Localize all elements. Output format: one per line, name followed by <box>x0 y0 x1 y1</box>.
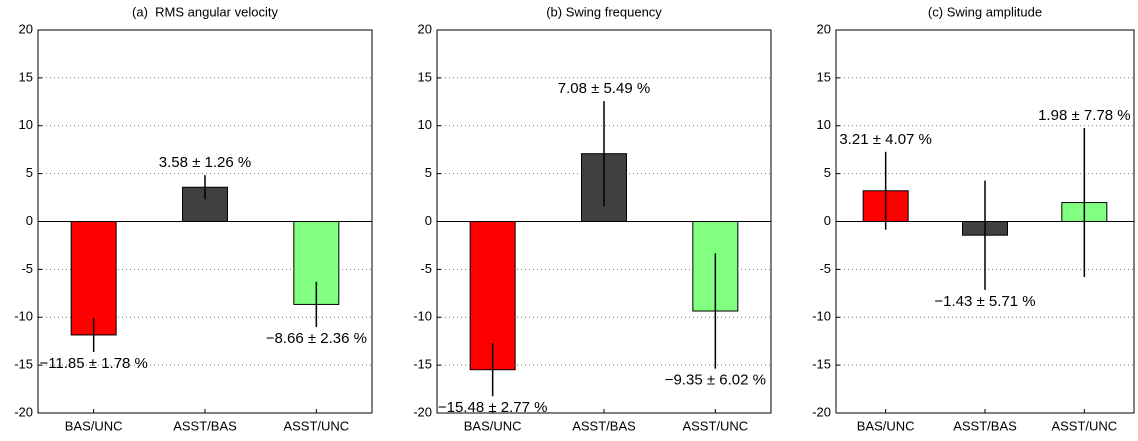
y-tick-label: -5 <box>21 261 33 276</box>
y-tick-label: 20 <box>19 21 33 36</box>
y-tick-label: 15 <box>19 69 33 84</box>
y-tick-label: 10 <box>418 117 432 132</box>
y-tick-label: -10 <box>413 309 432 324</box>
x-tick-label: ASST/BAS <box>173 418 237 433</box>
x-tick-label: ASST/BAS <box>953 418 1017 433</box>
y-tick-label: -15 <box>413 357 432 372</box>
x-tick-label: ASST/UNC <box>682 418 748 433</box>
y-tick-label: 15 <box>817 69 831 84</box>
value-label: −1.43 ± 5.71 % <box>934 293 1035 310</box>
y-tick-label: 0 <box>824 213 831 228</box>
y-tick-label: -10 <box>14 309 33 324</box>
plot-frame <box>436 29 772 414</box>
y-tick-label: 10 <box>19 117 33 132</box>
y-tick-label: -10 <box>812 309 831 324</box>
chart-title: (b) Swing frequency <box>546 4 662 19</box>
plot-frame <box>37 29 373 414</box>
value-label: 1.98 ± 7.78 % <box>1038 107 1130 124</box>
y-tick-label: 0 <box>425 213 432 228</box>
y-tick-label: 5 <box>824 165 831 180</box>
value-label: 3.58 ± 1.26 % <box>159 154 251 171</box>
value-label: −9.35 ± 6.02 % <box>665 372 766 389</box>
y-tick-label: -20 <box>413 404 432 419</box>
value-label: 3.21 ± 4.07 % <box>839 131 931 148</box>
y-tick-label: -5 <box>819 261 831 276</box>
plot-frame <box>835 29 1135 414</box>
y-tick-label: -5 <box>420 261 432 276</box>
y-tick-label: 15 <box>418 69 432 84</box>
value-label: 7.08 ± 5.49 % <box>558 80 650 97</box>
bar <box>70 221 117 336</box>
y-tick-label: 5 <box>425 165 432 180</box>
x-tick-label: ASST/BAS <box>572 418 636 433</box>
x-tick-label: BAS/UNC <box>857 418 915 433</box>
value-label: −8.66 ± 2.36 % <box>266 330 367 347</box>
value-label: −11.85 ± 1.78 % <box>39 355 147 372</box>
x-tick-label: ASST/UNC <box>1051 418 1117 433</box>
value-label: −15.48 ± 2.77 % <box>438 399 548 416</box>
x-tick-label: BAS/UNC <box>65 418 123 433</box>
y-tick-label: -20 <box>812 404 831 419</box>
x-tick-label: BAS/UNC <box>464 418 522 433</box>
y-tick-label: 20 <box>817 21 831 36</box>
y-tick-label: 0 <box>26 213 33 228</box>
chart-title: (c) Swing amplitude <box>928 4 1042 19</box>
y-tick-label: 10 <box>817 117 831 132</box>
chart-title: (a) RMS angular velocity <box>132 4 278 19</box>
y-tick-label: -15 <box>812 357 831 372</box>
y-tick-label: -20 <box>14 404 33 419</box>
y-tick-label: -15 <box>14 357 33 372</box>
x-tick-label: ASST/UNC <box>283 418 349 433</box>
y-tick-label: 20 <box>418 21 432 36</box>
y-tick-label: 5 <box>26 165 33 180</box>
